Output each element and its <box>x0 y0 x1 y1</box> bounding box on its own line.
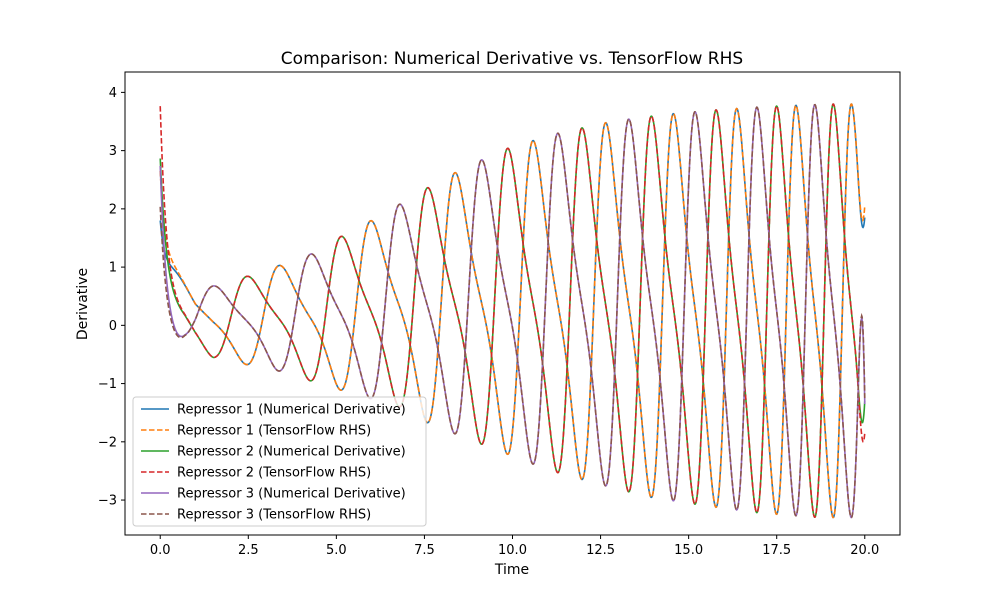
x-tick-label: 7.5 <box>414 543 435 558</box>
x-tick-label: 5.0 <box>326 543 347 558</box>
x-tick-label: 0.0 <box>150 543 171 558</box>
legend-label: Repressor 1 (Numerical Derivative) <box>177 403 406 418</box>
x-tick-label: 2.5 <box>238 543 259 558</box>
y-tick-label: 4 <box>109 86 117 101</box>
series-line-5 <box>159 103 866 519</box>
x-axis-title: Time <box>494 562 529 578</box>
x-axis: 0.0 2.5 5.0 7.5 10.0 12.5 15.0 17.5 20.0 <box>150 535 879 558</box>
x-tick-label: 12.5 <box>586 543 615 558</box>
y-tick-label: −3 <box>98 494 117 509</box>
y-tick-label: 0 <box>109 319 117 334</box>
y-tick-label: 3 <box>109 144 117 159</box>
y-tick-label: 1 <box>109 261 117 276</box>
legend-label: Repressor 3 (Numerical Derivative) <box>177 487 406 502</box>
y-tick-label: −2 <box>98 435 117 450</box>
legend-label: Repressor 3 (TensorFlow RHS) <box>177 508 371 523</box>
x-tick-label: 15.0 <box>674 543 703 558</box>
legend-label: Repressor 2 (TensorFlow RHS) <box>177 466 371 481</box>
y-axis: −3 −2 −1 0 1 2 3 4 <box>98 86 125 509</box>
legend-box <box>132 396 427 527</box>
series-line-3 <box>159 103 866 518</box>
legend-label: Repressor 2 (Numerical Derivative) <box>177 445 406 460</box>
x-tick-label: 17.5 <box>762 543 791 558</box>
y-axis-title: Derivative <box>75 268 91 340</box>
x-tick-label: 20.0 <box>850 543 879 558</box>
x-tick-label: 10.0 <box>498 543 527 558</box>
legend: Repressor 1 (Numerical Derivative) Repres… <box>132 396 427 527</box>
y-tick-label: 2 <box>109 202 117 217</box>
legend-label: Repressor 1 (TensorFlow RHS) <box>177 424 371 439</box>
chart-title: Comparison: Numerical Derivative vs. Ten… <box>281 49 743 69</box>
series-line-1 <box>159 103 866 519</box>
y-tick-label: −1 <box>98 377 117 392</box>
